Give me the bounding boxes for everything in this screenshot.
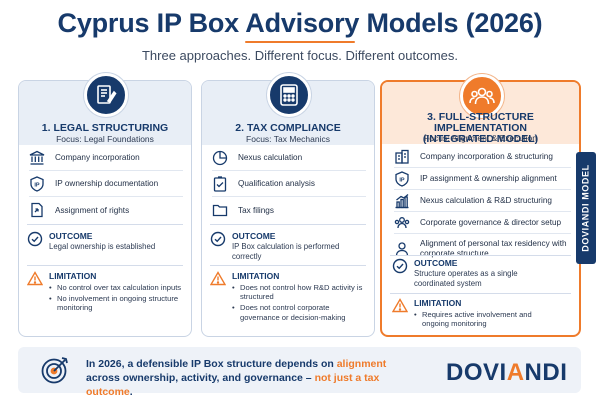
list-item: Nexus calculation: [212, 145, 366, 171]
divider: [210, 265, 366, 266]
card-full-structure: 3. FULL-STRUCTURE IMPLEMENTATION (INTEGR…: [380, 74, 581, 337]
bar-chart-icon: [394, 193, 420, 209]
list-item: Company incorporation & structuring: [394, 146, 571, 168]
warning-icon: [209, 271, 232, 322]
ip-shield-icon: IP: [394, 170, 420, 187]
card-focus: Focus: Legal Foundations: [56, 134, 154, 144]
check-circle-icon: [392, 258, 414, 288]
calculator-icon: [267, 73, 311, 117]
card-title: 2. TAX COMPLIANCE: [235, 122, 341, 134]
list-item: Qualification analysis: [212, 171, 366, 197]
card-focus: Focus: Alignment & Execution: [424, 133, 537, 143]
item-list: Nexus calculation Qualification analysis…: [212, 145, 366, 223]
card-title: 1. LEGAL STRUCTURING: [41, 122, 169, 134]
divider: [390, 293, 571, 294]
list-item: IP IP assignment & ownership alignment: [394, 168, 571, 190]
limitation-block: LIMITATION Does not control how R&D acti…: [209, 271, 368, 322]
document-pen-icon: [84, 73, 128, 117]
list-item: Company incorporation: [29, 145, 183, 171]
limitation-list: Does not control how R&D activity is str…: [232, 283, 368, 322]
list-item: IP IP ownership documentation: [29, 171, 183, 197]
list-item: Tax filings: [212, 197, 366, 223]
card-legal-structuring: 1. LEGAL STRUCTURING Focus: Legal Founda…: [18, 73, 192, 337]
limitation-list: No control over tax calculation inputs N…: [49, 283, 185, 313]
item-list: Company incorporation & structuring IP I…: [394, 146, 571, 264]
doviandi-logo: DOVIANDI: [446, 359, 568, 386]
warning-icon: [391, 298, 414, 328]
card-tax-compliance: 2. TAX COMPLIANCE Focus: Tax Mechanics N…: [201, 73, 375, 337]
transfer-document-icon: [29, 202, 55, 218]
item-list: Company incorporation IP IP ownership do…: [29, 145, 183, 223]
page-subtitle: Three approaches. Different focus. Diffe…: [141, 48, 459, 63]
divider: [27, 265, 183, 266]
list-item: Alignment of personal tax residency with…: [394, 234, 571, 264]
outcome-block: OUTCOME Legal ownership is established: [27, 231, 185, 252]
limitation-block: LIMITATION Requires active involvement a…: [391, 298, 573, 328]
outcome-block: OUTCOME Structure operates as a single c…: [392, 258, 573, 288]
doviandi-model-tab: DOVIANDI MODEL: [576, 152, 596, 264]
footer-message: In 2026, a defensible IP Box structure d…: [86, 358, 387, 398]
warning-icon: [26, 271, 49, 313]
check-circle-icon: [210, 231, 232, 261]
svg-text:IP: IP: [34, 182, 40, 188]
list-item: No control over tax calculation inputs: [49, 283, 185, 292]
footer-banner: In 2026, a defensible IP Box structure d…: [18, 347, 581, 398]
pie-chart-icon: [212, 150, 238, 166]
title-underline: [245, 41, 355, 43]
people-icon: [394, 215, 420, 231]
ip-shield-icon: IP: [29, 175, 55, 192]
list-item: Nexus calculation & R&D structuring: [394, 190, 571, 212]
check-circle-icon: [27, 231, 49, 252]
card-title: 3. FULL-STRUCTURE IMPLEMENTATION (INTEGR…: [422, 111, 539, 145]
list-item: Does not control how R&D activity is str…: [232, 283, 368, 301]
divider: [390, 255, 571, 256]
buildings-icon: [394, 149, 420, 165]
institution-icon: [29, 150, 55, 166]
svg-text:IP: IP: [399, 177, 405, 183]
target-icon: [40, 355, 70, 385]
folder-icon: [212, 202, 238, 218]
list-item: Assignment of rights: [29, 197, 183, 223]
outcome-block: OUTCOME IP Box calculation is performed …: [210, 231, 368, 261]
divider: [27, 224, 183, 225]
card-focus: Focus: Tax Mechanics: [246, 134, 330, 144]
limitation-block: LIMITATION No control over tax calculati…: [26, 271, 185, 313]
team-icon: [460, 74, 504, 118]
list-item: Corporate governance & director setup: [394, 212, 571, 234]
limitation-list: Requires active involvement and ongoing …: [414, 310, 534, 328]
list-item: Does not control corporate governance or…: [232, 303, 368, 321]
list-item: Requires active involvement and ongoing …: [414, 310, 534, 328]
list-item: No involvement in ongoing structure moni…: [49, 294, 185, 312]
person-icon: [394, 241, 420, 257]
page-title: Cyprus IP Box Advisory Models (2026): [57, 8, 543, 38]
divider: [210, 224, 366, 225]
checklist-icon: [212, 175, 238, 192]
